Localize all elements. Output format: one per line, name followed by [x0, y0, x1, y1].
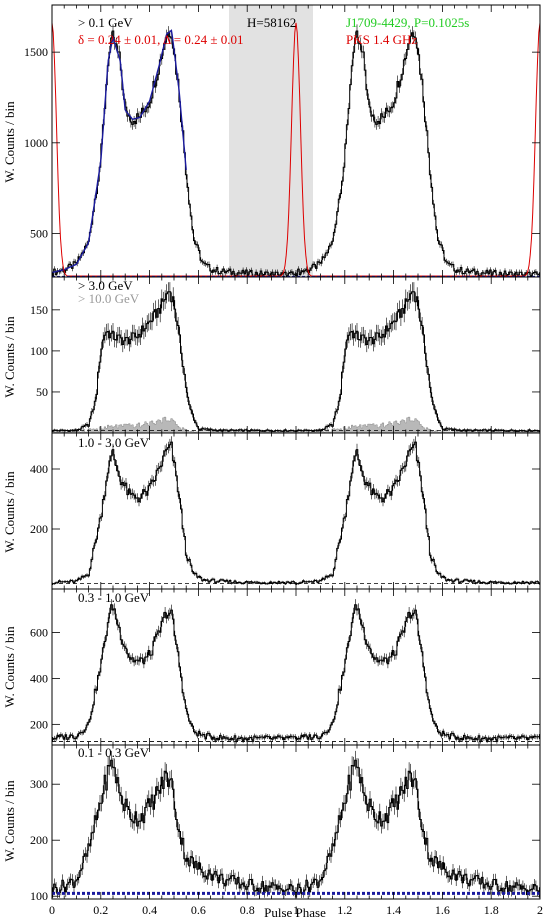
pulse-histogram — [52, 291, 540, 432]
x-tick-label: 1 — [293, 903, 299, 917]
y-axis-label: W. Counts / bin — [2, 316, 17, 398]
delta-annotation: δ = 0.24 ± 0.01, Δ = 0.24 ± 0.01 — [78, 32, 243, 47]
pulse-histogram — [52, 759, 540, 895]
y-axis-label: W. Counts / bin — [2, 101, 17, 183]
pulse-histogram — [52, 441, 540, 585]
y-tick-label: 400 — [30, 462, 48, 476]
x-axis-label: Pulse Phase — [264, 905, 326, 920]
error-bars — [52, 436, 540, 585]
radio-label: PKS 1.4 GHz — [346, 32, 417, 47]
panel-above-0.1-gev: 500 1000 1500 > 0.1 GeV δ = 0.24 ± 0.01, Δ… — [24, 4, 541, 278]
energy-label-secondary: > 10.0 GeV — [78, 291, 140, 306]
model-fit-curve — [51, 29, 187, 274]
y-tick-label: 150 — [30, 303, 48, 317]
y-tick-label: 200 — [30, 833, 48, 847]
y-axis-label: W. Counts / bin — [2, 471, 17, 553]
x-tick-label: 1.8 — [484, 903, 499, 917]
axes-layer: 500 1000 1500 — [24, 4, 541, 278]
x-tick-label: 1.2 — [337, 903, 352, 917]
y-tick-label: 200 — [30, 717, 48, 731]
energy-label: 0.1 - 0.3 GeV — [78, 745, 150, 760]
y-tick-label: 400 — [30, 671, 48, 685]
y-axis-label: W. Counts / bin — [2, 780, 17, 862]
panel-0.1-0.3-gev: 100 200 300 0.1 - 0.3 GeV — [30, 744, 541, 903]
panel-frame — [51, 432, 541, 590]
y-tick-label: 1500 — [24, 45, 48, 59]
axes-layer: 200 400 — [30, 432, 541, 590]
energy-label: > 3.0 GeV — [78, 278, 133, 293]
energy-label: 1.0 - 3.0 GeV — [78, 435, 150, 450]
axes-layer: 100 200 300 — [30, 744, 541, 903]
pulsar-label: J1709-4429, P=0.1025s — [346, 15, 469, 30]
panel-0.3-1-gev: 200 400 600 0.3 - 1.0 GeV — [30, 588, 541, 746]
panel-above-3-gev: 50 100 150 > 3.0 GeV > 10.0 GeV — [30, 276, 541, 434]
x-tick-label: 0 — [49, 903, 55, 917]
y-tick-label: 300 — [30, 777, 48, 791]
x-tick-labels: 0 0.2 0.4 0.6 0.8 1 1.2 1.4 1.6 1.8 2 — [49, 903, 543, 917]
y-tick-label: 50 — [36, 385, 48, 399]
axes-layer: 200 400 600 — [30, 588, 541, 746]
y-axis-label: W. Counts / bin — [2, 626, 17, 708]
plot-layer — [52, 599, 540, 744]
y-tick-label: 200 — [30, 522, 48, 536]
x-tick-label: 1.4 — [386, 903, 401, 917]
plot-layer — [52, 436, 540, 585]
y-tick-label: 1000 — [24, 136, 48, 150]
pulse-histogram — [52, 604, 540, 742]
panel-frame — [51, 588, 541, 746]
x-tick-label: 0.8 — [240, 903, 255, 917]
x-tick-label: 0.4 — [142, 903, 157, 917]
panel-1-3-gev: 200 400 1.0 - 3.0 GeV — [30, 432, 541, 590]
plot-layer — [51, 282, 541, 434]
y-tick-label: 100 — [30, 889, 48, 903]
error-bars — [52, 599, 540, 744]
energy-label: 0.3 - 1.0 GeV — [78, 590, 150, 605]
x-tick-label: 1.6 — [435, 903, 450, 917]
plot-layer — [52, 750, 540, 898]
energy-label: > 0.1 GeV — [78, 15, 133, 30]
error-bars — [52, 750, 540, 898]
x-tick-label: 0.6 — [191, 903, 206, 917]
shaded-region — [229, 5, 313, 277]
y-tick-label: 100 — [30, 344, 48, 358]
y-tick-label: 500 — [30, 226, 48, 240]
x-tick-label: 2 — [537, 903, 543, 917]
x-tick-label: 0.2 — [93, 903, 108, 917]
y-tick-label: 600 — [30, 626, 48, 640]
y-axis-labels: W. Counts / bin W. Counts / bin W. Count… — [2, 101, 17, 862]
htest-label: H=58162 — [247, 15, 296, 30]
